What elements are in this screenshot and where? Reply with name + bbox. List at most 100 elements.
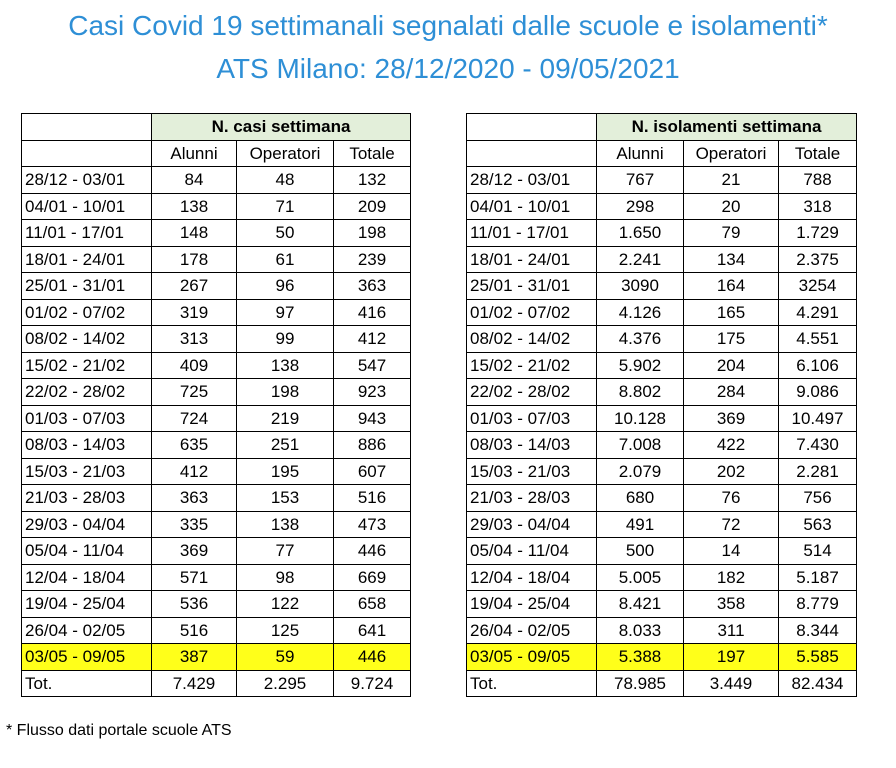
- value-cell: 4.551: [777, 325, 858, 353]
- table-row: 29/03 - 04/04 491 72 563: [466, 510, 858, 538]
- value-cell: 8.779: [777, 590, 858, 618]
- value-cell: 635: [151, 431, 237, 459]
- table-title-cell: N. casi settimana: [150, 113, 412, 141]
- column-header: Alunni: [596, 139, 684, 167]
- week-cell: 01/02 - 07/02: [21, 298, 152, 326]
- column-header-row: Alunni Operatori Totale: [466, 139, 858, 167]
- value-cell: 239: [332, 245, 412, 273]
- value-cell: 767: [596, 166, 684, 194]
- header-spacer-cell: [466, 113, 597, 141]
- week-cell: 18/01 - 24/01: [21, 245, 152, 273]
- value-cell: 97: [236, 298, 334, 326]
- value-cell: 923: [332, 378, 412, 406]
- value-cell: 446: [332, 537, 412, 565]
- value-cell: 5.187: [777, 563, 858, 591]
- table-row: 08/02 - 14/02 313 99 412: [21, 325, 412, 353]
- value-cell: 204: [683, 351, 779, 379]
- value-cell: 219: [236, 404, 334, 432]
- value-cell: 84: [151, 166, 237, 194]
- value-cell: 8.033: [596, 616, 684, 644]
- table-row: 01/03 - 07/03 10.128 369 10.497: [466, 404, 858, 432]
- value-cell: 5.388: [596, 643, 684, 671]
- value-cell: 99: [236, 325, 334, 353]
- value-cell: 59: [236, 643, 334, 671]
- value-cell: 943: [332, 404, 412, 432]
- value-cell: 8.344: [777, 616, 858, 644]
- week-cell: 15/03 - 21/03: [466, 457, 597, 485]
- value-cell: 198: [236, 378, 334, 406]
- total-label: Tot.: [466, 669, 597, 697]
- value-cell: 202: [683, 457, 779, 485]
- value-cell: 79: [683, 219, 779, 247]
- week-cell: 11/01 - 17/01: [21, 219, 152, 247]
- table-row: 28/12 - 03/01 84 48 132: [21, 166, 412, 194]
- total-value: 3.449: [683, 669, 779, 697]
- week-cell: 08/03 - 14/03: [466, 431, 597, 459]
- value-cell: 153: [236, 484, 334, 512]
- value-cell: 267: [151, 272, 237, 300]
- value-cell: 536: [151, 590, 237, 618]
- table-row: 18/01 - 24/01 2.241 134 2.375: [466, 245, 858, 273]
- value-cell: 516: [332, 484, 412, 512]
- table-header-row: N. isolamenti settimana: [466, 113, 858, 141]
- table-row: 26/04 - 02/05 516 125 641: [21, 616, 412, 644]
- value-cell: 788: [777, 166, 858, 194]
- value-cell: 571: [151, 563, 237, 591]
- week-cell: 22/02 - 28/02: [466, 378, 597, 406]
- table-row: 01/02 - 07/02 319 97 416: [21, 298, 412, 326]
- value-cell: 369: [151, 537, 237, 565]
- value-cell: 61: [236, 245, 334, 273]
- value-cell: 2.375: [777, 245, 858, 273]
- value-cell: 2.241: [596, 245, 684, 273]
- value-cell: 138: [236, 510, 334, 538]
- value-cell: 198: [332, 219, 412, 247]
- value-cell: 5.005: [596, 563, 684, 591]
- value-cell: 680: [596, 484, 684, 512]
- value-cell: 1.729: [777, 219, 858, 247]
- value-cell: 1.650: [596, 219, 684, 247]
- value-cell: 516: [151, 616, 237, 644]
- table-row: 18/01 - 24/01 178 61 239: [21, 245, 412, 273]
- week-cell: 03/05 - 09/05: [21, 643, 152, 671]
- week-cell: 19/04 - 25/04: [466, 590, 597, 618]
- week-cell: 21/03 - 28/03: [466, 484, 597, 512]
- week-cell: 25/01 - 31/01: [466, 272, 597, 300]
- value-cell: 4.376: [596, 325, 684, 353]
- value-cell: 9.086: [777, 378, 858, 406]
- table-row: 04/01 - 10/01 298 20 318: [466, 192, 858, 220]
- value-cell: 2.079: [596, 457, 684, 485]
- value-cell: 358: [683, 590, 779, 618]
- value-cell: 313: [151, 325, 237, 353]
- table-row: 28/12 - 03/01 767 21 788: [466, 166, 858, 194]
- week-cell: 01/03 - 07/03: [21, 404, 152, 432]
- table-row: 19/04 - 25/04 536 122 658: [21, 590, 412, 618]
- value-cell: 409: [151, 351, 237, 379]
- week-cell: 03/05 - 09/05: [466, 643, 597, 671]
- value-cell: 175: [683, 325, 779, 353]
- week-cell: 29/03 - 04/04: [466, 510, 597, 538]
- value-cell: 96: [236, 272, 334, 300]
- week-cell: 18/01 - 24/01: [466, 245, 597, 273]
- value-cell: 500: [596, 537, 684, 565]
- value-cell: 669: [332, 563, 412, 591]
- week-cell: 12/04 - 18/04: [21, 563, 152, 591]
- week-cell: 15/02 - 21/02: [21, 351, 152, 379]
- week-cell: 08/02 - 14/02: [21, 325, 152, 353]
- week-cell: 05/04 - 11/04: [21, 537, 152, 565]
- table-row: 08/02 - 14/02 4.376 175 4.551: [466, 325, 858, 353]
- value-cell: 4.291: [777, 298, 858, 326]
- value-cell: 2.281: [777, 457, 858, 485]
- value-cell: 77: [236, 537, 334, 565]
- isolations-table: N. isolamenti settimana Alunni Operatori To…: [466, 113, 858, 697]
- total-value: 2.295: [236, 669, 334, 697]
- value-cell: 48: [236, 166, 334, 194]
- value-cell: 165: [683, 298, 779, 326]
- table-row: 05/04 - 11/04 500 14 514: [466, 537, 858, 565]
- column-header: Totale: [332, 139, 412, 167]
- table-row: 19/04 - 25/04 8.421 358 8.779: [466, 590, 858, 618]
- table-row: 01/02 - 07/02 4.126 165 4.291: [466, 298, 858, 326]
- value-cell: 7.430: [777, 431, 858, 459]
- total-value: 9.724: [332, 669, 412, 697]
- page-title: Casi Covid 19 settimanali segnalati dall…: [68, 10, 828, 41]
- table-row: 08/03 - 14/03 635 251 886: [21, 431, 412, 459]
